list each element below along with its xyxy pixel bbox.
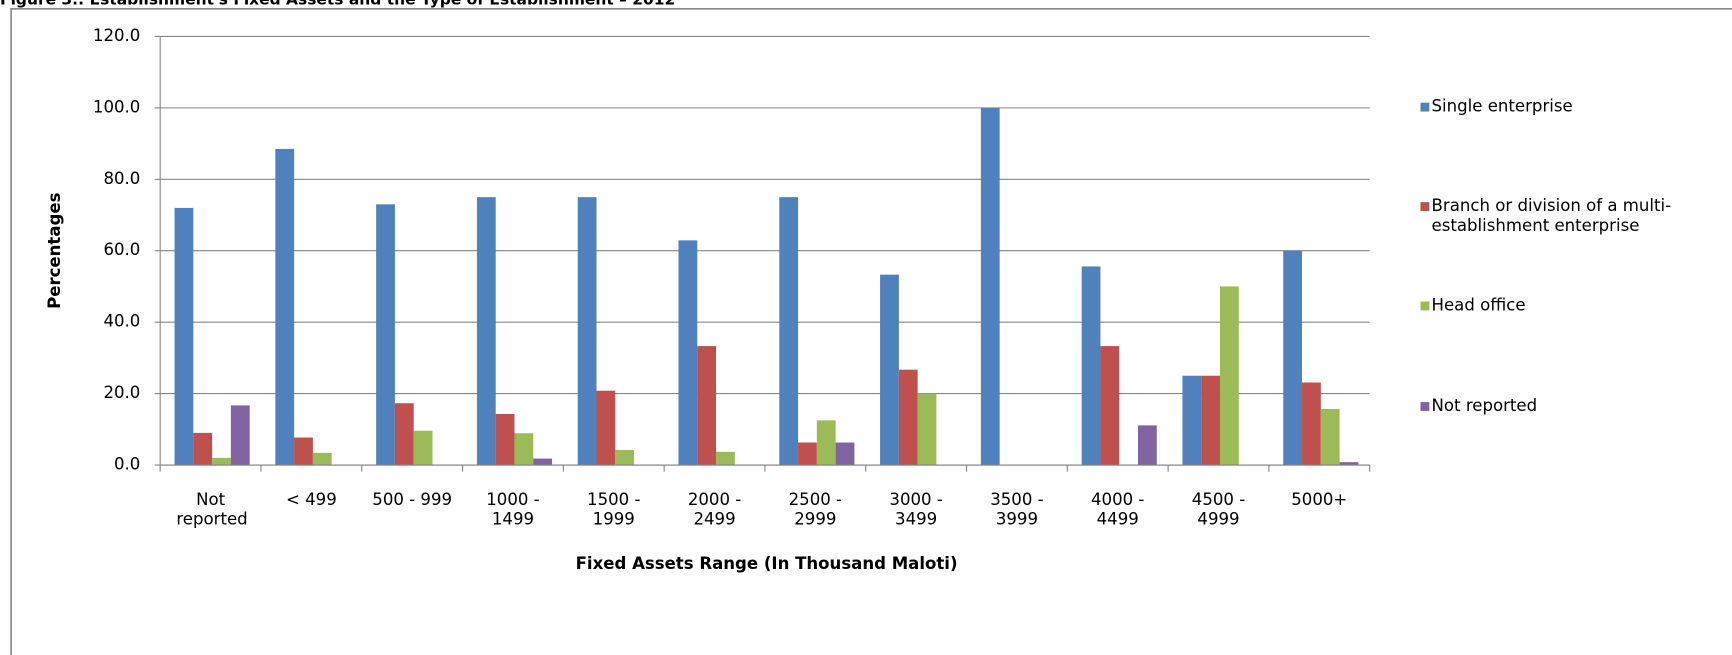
legend-label-box: Head office xyxy=(1431,294,1526,315)
bar xyxy=(193,432,213,466)
x-tick-label-box: 500 - 999 xyxy=(372,489,453,510)
x-tick-label: 5000+ xyxy=(1291,489,1348,510)
bar xyxy=(716,451,735,466)
bar xyxy=(413,430,433,466)
bar xyxy=(312,452,332,466)
x-tick-label: 3000 - 3499 xyxy=(889,489,943,530)
chart-title: Figure 3.: Establishment's Fixed Assets … xyxy=(0,0,675,9)
legend-label-box: Not reported xyxy=(1431,395,1538,416)
y-axis-label: Percentages xyxy=(45,192,64,308)
bar xyxy=(880,274,899,466)
bar xyxy=(898,369,918,466)
legend-label-box: Branch or division of a multi-establishm… xyxy=(1431,195,1672,236)
bar xyxy=(1339,462,1359,466)
bar xyxy=(697,346,717,466)
bar xyxy=(533,458,553,466)
y-tick-label: 80.0 xyxy=(103,169,140,188)
y-tick-label: 0.0 xyxy=(114,455,140,474)
x-tick-label: < 499 xyxy=(285,489,337,510)
x-tick-label: 1500 - 1999 xyxy=(587,489,641,530)
bar xyxy=(174,207,194,466)
bar xyxy=(1220,286,1239,466)
bar xyxy=(615,450,635,466)
y-tick-label: 60.0 xyxy=(103,240,140,259)
bar xyxy=(394,403,414,466)
bar xyxy=(1137,425,1157,466)
bar xyxy=(1320,408,1340,466)
legend-swatch xyxy=(1420,301,1430,311)
bar xyxy=(917,393,937,466)
bar xyxy=(514,433,534,466)
x-tick-label-box: 1500 - 1999 xyxy=(587,489,641,530)
legend-swatch xyxy=(1420,202,1430,211)
y-tick-label: 20.0 xyxy=(103,383,140,402)
x-tick-label-box: < 499 xyxy=(285,489,337,510)
x-tick-label-box: 1000 - 1499 xyxy=(486,489,540,530)
legend-label: Head office xyxy=(1431,294,1526,315)
legend-label-box: Single enterprise xyxy=(1431,96,1573,116)
x-tick-label: 3500 - 3999 xyxy=(990,489,1044,530)
x-tick-label: 4000 - 4499 xyxy=(1090,489,1145,530)
bar xyxy=(779,197,799,466)
bar xyxy=(678,240,698,466)
x-tick-label: 1000 - 1499 xyxy=(486,489,540,530)
chart-frame xyxy=(10,8,1732,655)
bar xyxy=(835,442,855,466)
bar xyxy=(495,413,515,466)
bar xyxy=(376,204,395,466)
bar xyxy=(294,437,313,466)
x-axis-label: Fixed Assets Range (In Thousand Maloti) xyxy=(576,554,958,573)
x-tick-label-box: 2500 - 2999 xyxy=(788,489,843,530)
x-tick-label: 500 - 999 xyxy=(372,489,453,510)
bar xyxy=(230,405,250,466)
bar xyxy=(1302,382,1321,466)
legend-label: Branch or division of a multi-establishm… xyxy=(1431,195,1672,236)
x-tick-label: 2500 - 2999 xyxy=(788,489,843,530)
bar xyxy=(1100,346,1120,466)
x-tick-label-box: 4000 - 4499 xyxy=(1090,489,1145,530)
legend-label: Not reported xyxy=(1431,395,1538,416)
bar xyxy=(1283,250,1303,466)
x-tick-label: Not reported xyxy=(176,489,248,530)
x-tick-label-box: Not reported xyxy=(176,489,248,530)
bar xyxy=(1081,266,1101,466)
bar xyxy=(476,197,496,466)
x-tick-label-box: 4500 - 4999 xyxy=(1191,489,1246,530)
x-tick-label-box: 3500 - 3999 xyxy=(990,489,1044,530)
legend-label: Single enterprise xyxy=(1431,96,1573,116)
y-tick-label: 120.0 xyxy=(93,26,140,45)
bar xyxy=(798,442,817,466)
x-tick-label-box: 2000 - 2499 xyxy=(687,489,742,530)
bar xyxy=(980,107,1000,466)
y-tick-label: 100.0 xyxy=(93,97,140,116)
x-tick-label-box: 5000+ xyxy=(1291,489,1348,510)
x-tick-label-box: 3000 - 3499 xyxy=(889,489,943,530)
bar xyxy=(275,148,295,466)
y-tick-label: 40.0 xyxy=(103,312,140,331)
bar xyxy=(212,457,231,466)
bar xyxy=(596,390,616,466)
x-tick-label: 2000 - 2499 xyxy=(687,489,742,530)
legend-swatch xyxy=(1420,402,1430,411)
legend-swatch xyxy=(1420,102,1430,112)
bar xyxy=(1201,375,1221,466)
bar xyxy=(816,420,836,466)
bar xyxy=(1182,375,1202,466)
bar xyxy=(577,197,597,466)
x-tick-label: 4500 - 4999 xyxy=(1191,489,1246,530)
